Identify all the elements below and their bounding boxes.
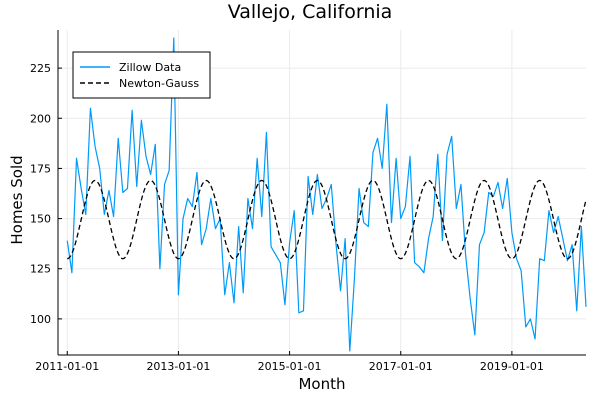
legend: Zillow Data Newton-Gauss	[72, 51, 211, 99]
legend-box	[72, 51, 211, 99]
y-tick-label: 225	[30, 62, 51, 75]
y-axis-label: Homes Sold	[8, 155, 26, 244]
legend-newton-label: Newton-Gauss	[119, 77, 199, 90]
x-tick-label: 2019-01-01	[480, 360, 544, 373]
series-newton-gauss-line	[67, 179, 587, 260]
series-layer	[66, 37, 587, 352]
gridlines	[58, 30, 586, 355]
chart-title: Vallejo, California	[228, 1, 393, 23]
y-tick-label: 175	[30, 162, 51, 175]
plot-frame	[57, 30, 586, 356]
x-tick-label: 2015-01-01	[258, 360, 322, 373]
y-tick-label: 200	[30, 112, 51, 125]
y-tick-label: 125	[30, 263, 51, 276]
ticks: 2011-01-01 2013-01-01 2015-01-01 2017-01-01…	[30, 62, 544, 373]
x-tick-label: 2013-01-01	[146, 360, 210, 373]
legend-zillow-label: Zillow Data	[119, 61, 181, 74]
y-tick-label: 150	[30, 213, 51, 226]
x-tick-label: 2017-01-01	[369, 360, 433, 373]
x-tick-label: 2011-01-01	[35, 360, 99, 373]
y-tick-label: 100	[30, 313, 51, 326]
x-axis-label: Month	[298, 375, 345, 393]
